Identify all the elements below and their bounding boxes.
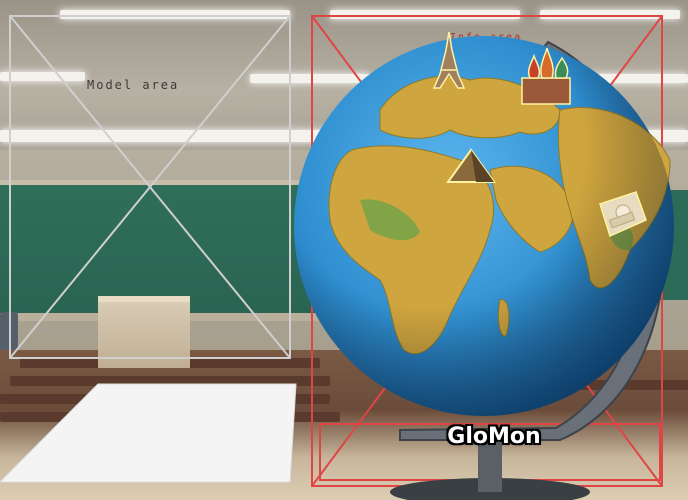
game-title-button[interactable]: GloMon <box>447 424 541 449</box>
eiffel-tower-icon[interactable] <box>432 30 466 90</box>
ceiling-light <box>250 74 370 83</box>
model-area-label: Model area <box>87 78 180 92</box>
desk-row <box>10 376 330 386</box>
globe-post <box>478 436 502 492</box>
ceiling-light <box>60 10 290 19</box>
taj-mahal-icon[interactable] <box>596 190 648 240</box>
ceiling-light <box>540 10 680 19</box>
pyramid-icon[interactable] <box>446 148 496 186</box>
st-basils-cathedral-icon[interactable] <box>516 48 576 106</box>
ceiling-light <box>330 10 520 19</box>
